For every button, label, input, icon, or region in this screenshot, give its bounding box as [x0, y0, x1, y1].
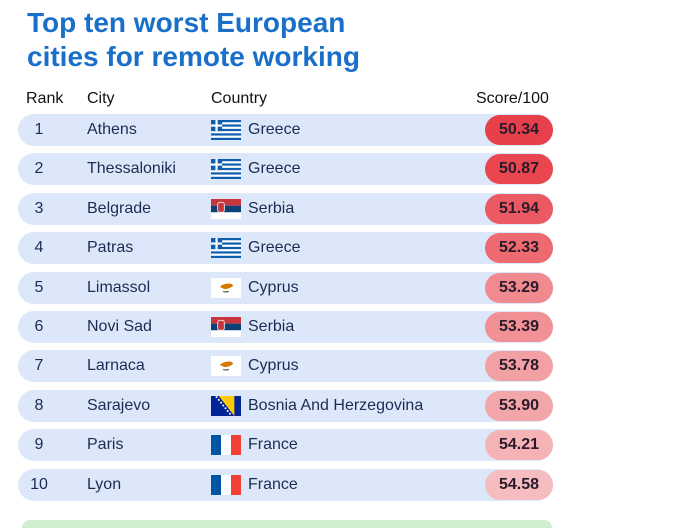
rank: 7: [34, 357, 44, 375]
city: Sarajevo: [87, 396, 151, 414]
score: 50.87: [485, 154, 553, 185]
city: Patras: [87, 239, 134, 257]
flag: [211, 317, 241, 337]
city: Paris: [87, 436, 124, 454]
rank: 5: [34, 278, 44, 296]
table-row: 8 Sarajevo Bosnia And Herzegovina 53.90: [18, 389, 553, 422]
rank: 8: [34, 396, 44, 414]
score: 53.39: [485, 312, 553, 342]
flag: [211, 435, 241, 455]
score: 50.34: [485, 115, 553, 145]
title: cities for remote working: [27, 41, 360, 72]
table-row: 7 Larnaca Cyprus 53.78: [18, 350, 553, 383]
next-section: [22, 520, 552, 528]
flag: [211, 356, 241, 376]
score: 53.78: [485, 351, 553, 382]
table-row: 10 Lyon France 54.58: [18, 468, 553, 501]
table-row: 9 Paris France 54.21: [18, 429, 553, 462]
country: Cyprus: [248, 278, 299, 296]
score: 54.21: [485, 430, 553, 461]
table-row: 3 Belgrade Serbia 51.94: [18, 192, 553, 225]
country: Bosnia And Herzegovina: [248, 396, 424, 414]
flag: [211, 475, 241, 495]
city: Thessaloniki: [87, 160, 176, 178]
score: 53.90: [485, 390, 553, 421]
column-header: Score/100: [476, 90, 549, 107]
country: France: [248, 436, 298, 454]
city: Athens: [87, 121, 137, 138]
country: Cyprus: [248, 357, 299, 375]
table-row: 1 Athens Greece 50.34: [18, 114, 553, 146]
table-row: 6 Novi Sad Serbia 53.39: [18, 311, 553, 343]
rank: 3: [34, 199, 44, 217]
rank: 2: [34, 160, 44, 178]
title: Top ten worst European: [27, 7, 346, 38]
city: Novi Sad: [87, 318, 152, 335]
score: 52.33: [485, 233, 553, 264]
city: Larnaca: [87, 357, 145, 375]
score: 51.94: [485, 193, 553, 224]
city: Limassol: [87, 278, 151, 296]
score: 53.29: [485, 272, 553, 303]
flag: [211, 159, 241, 179]
rank: 4: [34, 239, 44, 257]
rank: 1: [34, 121, 44, 138]
city: Lyon: [87, 475, 122, 493]
column-header: City: [87, 90, 115, 107]
country: Serbia: [248, 199, 295, 217]
country: France: [248, 475, 298, 493]
rank: 6: [34, 318, 44, 335]
table-row: 2 Thessaloniki Greece 50.87: [18, 153, 553, 186]
flag: [211, 396, 241, 416]
column-header: Rank: [26, 90, 64, 107]
country: Serbia: [248, 318, 295, 335]
rank: 9: [34, 436, 44, 454]
table-row: 4 Patras Greece 52.33: [18, 232, 553, 265]
score: 54.58: [485, 469, 553, 500]
flag: [211, 238, 241, 258]
country: Greece: [248, 121, 301, 138]
country: Greece: [248, 160, 301, 178]
flag: [211, 278, 241, 298]
country: Greece: [248, 239, 301, 257]
rank: 10: [30, 475, 48, 493]
column-header: Country: [211, 90, 268, 107]
table-row: 5 Limassol Cyprus 53.29: [18, 271, 553, 304]
city: Belgrade: [87, 199, 152, 217]
flag: [211, 199, 241, 219]
flag: [211, 120, 241, 140]
